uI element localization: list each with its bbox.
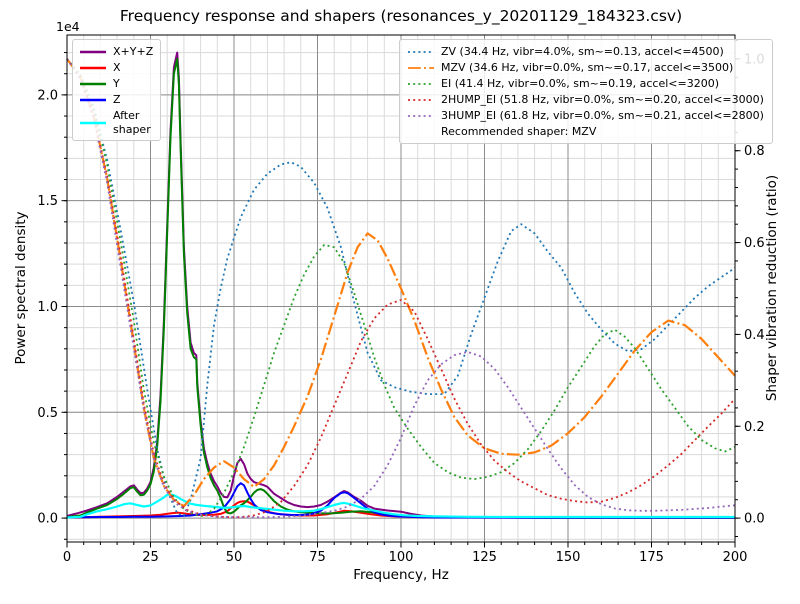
legend-psd: X+Y+Z X Y Z After shaper xyxy=(72,39,162,141)
legend-swatch xyxy=(80,121,106,124)
legend-item-zv: ZV (34.4 Hz, vibr=4.0%, sm~=0.13, accel<… xyxy=(408,44,764,60)
x-axis-label: Frequency, Hz xyxy=(353,567,449,583)
x-tick-label: 25 xyxy=(142,550,159,565)
legend-item-label: 2HUMP_EI (51.8 Hz, vibr=0.0%, sm~=0.20, … xyxy=(441,93,764,107)
legend-item-z: Z xyxy=(80,92,153,108)
legend-item-label: ZV (34.4 Hz, vibr=4.0%, sm~=0.13, accel<… xyxy=(441,45,724,59)
legend-shapers: ZV (34.4 Hz, vibr=4.0%, sm~=0.13, accel<… xyxy=(399,39,773,144)
legend-item-ei: EI (41.4 Hz, vibr=0.0%, sm~=0.19, accel<… xyxy=(408,76,764,92)
x-tick-label: 175 xyxy=(639,550,664,565)
x-tick-label: 0 xyxy=(63,550,71,565)
legend-item-label: Y xyxy=(113,77,120,91)
y-left-tick-label: 0.5 xyxy=(37,406,58,421)
legend-item-recommended: Recommended shaper: MZV xyxy=(408,124,764,140)
x-tick-label: 75 xyxy=(309,550,326,565)
legend-swatch xyxy=(80,82,106,86)
x-tick-label: 150 xyxy=(556,550,581,565)
legend-item-label: 3HUMP_EI (61.8 Hz, vibr=0.0%, sm~=0.21, … xyxy=(441,109,764,123)
legend-swatch xyxy=(408,99,434,101)
legend-item-x-y-z: X+Y+Z xyxy=(80,44,153,60)
series-z-line xyxy=(67,482,735,519)
y-right-tick-label: 0.8 xyxy=(744,144,765,159)
legend-swatch xyxy=(408,67,434,69)
y-right-tick-label: 0.2 xyxy=(744,420,765,435)
y-right-tick-label: 0.6 xyxy=(744,236,765,251)
legend-item-x: X xyxy=(80,60,153,76)
legend-swatch xyxy=(408,83,434,85)
y-left-tick-label: 2.0 xyxy=(37,88,58,103)
y-left-tick-label: 1.5 xyxy=(37,194,58,209)
legend-item-y: Y xyxy=(80,76,153,92)
plot-title: Frequency response and shapers (resonanc… xyxy=(119,7,683,25)
y-axis-offset-text: 1e4 xyxy=(56,19,80,34)
x-tick-label: 125 xyxy=(472,550,497,565)
x-tick-label: 100 xyxy=(389,550,414,565)
legend-swatch xyxy=(80,50,106,54)
x-tick-label: 50 xyxy=(226,550,243,565)
legend-item-label: EI (41.4 Hz, vibr=0.0%, sm~=0.19, accel<… xyxy=(441,77,719,91)
legend-item-label: MZV (34.6 Hz, vibr=0.0%, sm~=0.17, accel… xyxy=(441,61,734,75)
y-axis-label-right: Shaper vibration reduction (ratio) xyxy=(764,174,780,402)
y-right-tick-label: 0.4 xyxy=(744,328,765,343)
legend-item-mzv: MZV (34.6 Hz, vibr=0.0%, sm~=0.17, accel… xyxy=(408,60,764,76)
legend-swatch xyxy=(80,98,106,102)
series-zv-line xyxy=(66,58,736,517)
legend-swatch xyxy=(408,51,434,53)
legend-swatch xyxy=(408,115,434,117)
y-right-tick-label: 0.0 xyxy=(744,512,765,527)
legend-swatch xyxy=(80,66,106,70)
series-3hump-ei-line xyxy=(66,58,736,519)
y-axis-label-left: Power spectral density xyxy=(13,211,29,365)
legend-item-label: Recommended shaper: MZV xyxy=(441,125,597,139)
legend-item-label: X xyxy=(113,61,121,75)
legend-item-2hump-ei: 2HUMP_EI (51.8 Hz, vibr=0.0%, sm~=0.20, … xyxy=(408,92,764,108)
legend-item-label: Z xyxy=(113,93,121,107)
legend-swatch xyxy=(408,129,434,135)
y-left-tick-label: 0.0 xyxy=(37,512,58,527)
series-2hump-ei-line xyxy=(66,58,736,519)
legend-item-after-shaper: After shaper xyxy=(80,108,153,137)
y-left-tick-label: 1.0 xyxy=(37,300,58,315)
legend-item-label: X+Y+Z xyxy=(113,45,154,59)
x-tick-label: 200 xyxy=(723,550,748,565)
series-after-shaper-line xyxy=(66,493,735,519)
legend-item-3hump-ei: 3HUMP_EI (61.8 Hz, vibr=0.0%, sm~=0.21, … xyxy=(408,108,764,124)
legend-item-label: After shaper xyxy=(113,109,151,136)
